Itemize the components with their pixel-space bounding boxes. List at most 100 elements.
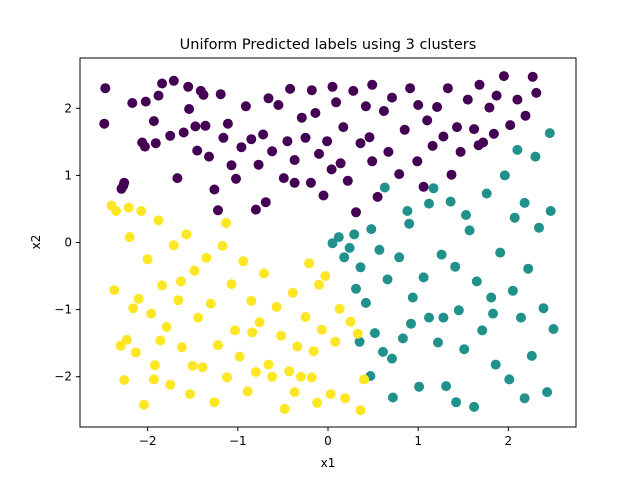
data-point bbox=[149, 360, 160, 371]
data-point bbox=[335, 158, 346, 169]
data-point bbox=[505, 120, 516, 131]
points-layer bbox=[99, 71, 559, 416]
data-point bbox=[119, 375, 130, 385]
data-point bbox=[183, 81, 194, 92]
data-point bbox=[253, 159, 264, 170]
data-point bbox=[406, 318, 416, 329]
data-point bbox=[254, 317, 265, 328]
data-point bbox=[185, 389, 195, 400]
data-point bbox=[404, 218, 415, 229]
data-point bbox=[100, 83, 111, 94]
data-point bbox=[367, 156, 378, 167]
data-point bbox=[111, 206, 122, 216]
data-point bbox=[130, 347, 141, 358]
data-point bbox=[383, 146, 394, 157]
data-point bbox=[121, 334, 132, 345]
data-point bbox=[213, 205, 223, 216]
data-point bbox=[312, 397, 323, 408]
data-point bbox=[209, 397, 220, 408]
data-point bbox=[322, 136, 333, 147]
data-point bbox=[509, 212, 520, 223]
data-point bbox=[418, 181, 429, 192]
data-point bbox=[379, 182, 390, 193]
x-axis-label: x1 bbox=[321, 456, 336, 470]
data-point bbox=[230, 325, 241, 336]
data-point bbox=[399, 124, 410, 135]
data-point bbox=[438, 131, 449, 142]
x-tick-label: 0 bbox=[324, 434, 332, 448]
data-point bbox=[484, 102, 495, 113]
data-point bbox=[153, 215, 164, 226]
data-point bbox=[413, 100, 424, 110]
data-point bbox=[139, 141, 150, 152]
data-point bbox=[127, 98, 138, 108]
data-point bbox=[520, 110, 531, 121]
data-point bbox=[267, 146, 278, 157]
data-point bbox=[333, 232, 344, 243]
data-point bbox=[360, 297, 371, 308]
data-point bbox=[123, 202, 134, 213]
data-point bbox=[140, 96, 151, 107]
data-point bbox=[157, 280, 168, 291]
data-point bbox=[296, 112, 307, 123]
data-point bbox=[382, 274, 393, 285]
data-point bbox=[201, 252, 212, 263]
data-point bbox=[327, 238, 338, 249]
y-tick-label: −2 bbox=[54, 370, 72, 384]
data-point bbox=[200, 120, 211, 131]
data-point bbox=[304, 258, 315, 269]
data-point bbox=[418, 272, 429, 283]
data-point bbox=[172, 173, 183, 184]
data-point bbox=[305, 177, 316, 188]
data-point bbox=[486, 292, 497, 303]
data-point bbox=[236, 142, 247, 153]
data-point bbox=[331, 97, 342, 108]
data-point bbox=[176, 342, 187, 353]
data-point bbox=[215, 89, 226, 100]
data-point bbox=[250, 204, 261, 215]
data-point bbox=[397, 333, 408, 344]
data-point bbox=[231, 173, 241, 184]
data-point bbox=[351, 207, 361, 218]
data-point bbox=[165, 130, 176, 141]
chart-title: Uniform Predicted labels using 3 cluster… bbox=[180, 37, 477, 53]
data-point bbox=[267, 371, 278, 382]
data-point bbox=[287, 287, 298, 298]
data-point bbox=[428, 183, 439, 194]
data-point bbox=[289, 177, 300, 188]
data-point bbox=[221, 218, 232, 228]
data-point bbox=[351, 283, 361, 294]
data-point bbox=[238, 256, 249, 267]
data-point bbox=[273, 100, 284, 110]
data-point bbox=[453, 305, 464, 316]
data-point bbox=[455, 146, 466, 157]
data-point bbox=[148, 374, 159, 385]
data-point bbox=[473, 140, 484, 151]
data-point bbox=[469, 124, 480, 135]
data-point bbox=[234, 351, 245, 362]
data-point bbox=[226, 160, 237, 171]
data-point bbox=[99, 118, 110, 129]
data-point bbox=[507, 285, 518, 296]
data-point bbox=[192, 145, 203, 156]
data-point bbox=[359, 374, 370, 385]
data-point bbox=[139, 399, 149, 410]
data-point bbox=[438, 312, 449, 323]
x-tick-label: −2 bbox=[139, 434, 157, 448]
data-point bbox=[534, 222, 544, 233]
data-point bbox=[325, 389, 336, 400]
data-point bbox=[462, 94, 473, 105]
data-point bbox=[424, 198, 434, 209]
data-point bbox=[469, 401, 480, 412]
data-point bbox=[157, 78, 168, 89]
data-point bbox=[374, 244, 385, 255]
data-point bbox=[477, 325, 488, 336]
data-point bbox=[119, 177, 130, 188]
x-tick-label: 2 bbox=[505, 434, 513, 448]
data-point bbox=[318, 190, 329, 201]
data-point bbox=[176, 276, 186, 287]
data-point bbox=[407, 292, 418, 303]
data-point bbox=[330, 336, 341, 347]
